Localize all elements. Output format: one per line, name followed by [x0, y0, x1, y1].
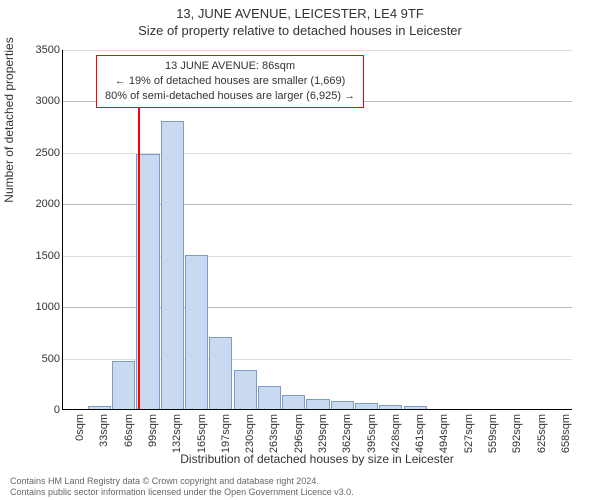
x-tick-label: 329sqm	[317, 414, 329, 454]
x-tick-label: 0sqm	[74, 414, 86, 454]
histogram-bar	[306, 399, 329, 409]
histogram-bar	[379, 405, 402, 409]
y-tick-label: 2000	[20, 198, 60, 210]
footer-line-1: Contains HM Land Registry data © Crown c…	[10, 476, 354, 487]
x-tick-label: 527sqm	[463, 414, 475, 454]
x-tick-label: 625sqm	[536, 414, 548, 454]
x-tick-label: 99sqm	[147, 414, 159, 454]
y-tick-label: 2500	[20, 147, 60, 159]
info-line-larger: 80% of semi-detached houses are larger (…	[105, 89, 355, 104]
y-tick-label: 1000	[20, 301, 60, 313]
x-tick-label: 494sqm	[438, 414, 450, 454]
footer-line-2: Contains public sector information licen…	[10, 487, 354, 498]
x-tick-label: 66sqm	[123, 414, 135, 454]
chart-subtitle: Size of property relative to detached ho…	[0, 21, 600, 38]
y-tick-label: 3000	[20, 95, 60, 107]
footer-attribution: Contains HM Land Registry data © Crown c…	[10, 476, 354, 498]
x-axis-label: Distribution of detached houses by size …	[62, 452, 572, 466]
histogram-bar	[185, 255, 208, 409]
x-tick-label: 461sqm	[414, 414, 426, 454]
y-tick-label: 1500	[20, 250, 60, 262]
x-tick-label: 559sqm	[487, 414, 499, 454]
histogram-bar	[209, 337, 232, 409]
gridline	[63, 50, 572, 51]
histogram-bar	[404, 406, 427, 409]
page-title: 13, JUNE AVENUE, LEICESTER, LE4 9TF	[0, 0, 600, 21]
x-tick-label: 428sqm	[390, 414, 402, 454]
x-tick-label: 395sqm	[366, 414, 378, 454]
x-tick-label: 132sqm	[171, 414, 183, 454]
histogram-bar	[234, 370, 257, 409]
info-line-size: 13 JUNE AVENUE: 86sqm	[105, 59, 355, 74]
x-tick-label: 197sqm	[220, 414, 232, 454]
histogram-bar	[282, 395, 305, 409]
y-axis-label: Number of detached properties	[2, 10, 16, 230]
histogram-bar	[112, 361, 135, 409]
x-tick-label: 362sqm	[341, 414, 353, 454]
x-tick-label: 296sqm	[293, 414, 305, 454]
x-tick-label: 33sqm	[98, 414, 110, 454]
x-tick-label: 230sqm	[244, 414, 256, 454]
histogram-bar	[331, 401, 354, 409]
y-tick-label: 500	[20, 353, 60, 365]
property-info-box: 13 JUNE AVENUE: 86sqm ← 19% of detached …	[96, 55, 364, 108]
info-line-smaller: ← 19% of detached houses are smaller (1,…	[105, 74, 355, 89]
property-marker-line	[138, 90, 140, 409]
x-tick-label: 165sqm	[196, 414, 208, 454]
y-tick-label: 0	[20, 404, 60, 416]
x-tick-label: 263sqm	[268, 414, 280, 454]
x-tick-label: 658sqm	[560, 414, 572, 454]
histogram-bar	[88, 406, 111, 409]
x-tick-label: 592sqm	[511, 414, 523, 454]
y-tick-label: 3500	[20, 44, 60, 56]
histogram-bar	[355, 403, 378, 409]
histogram-bar	[161, 121, 184, 409]
histogram-bar	[258, 386, 281, 409]
